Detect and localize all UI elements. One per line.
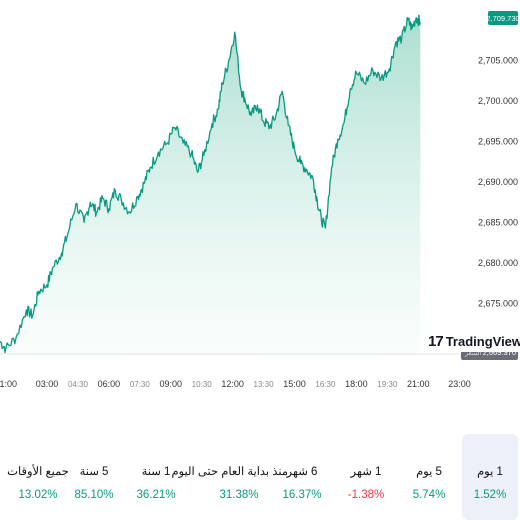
price-chart[interactable]: 2,675.000 2,680.000 2,685.000 2,690.000 2,69… — [0, 0, 520, 390]
price-axis-label: 2,675.000 — [478, 298, 518, 308]
tradingview-logo[interactable]: 17 TradingView — [428, 330, 520, 352]
price-line — [0, 14, 421, 354]
price-axis-label: 2,705.000 — [478, 56, 518, 66]
time-axis-label: 16:30 — [315, 380, 336, 389]
price-axis-label: 2,690.000 — [478, 177, 518, 187]
last-price-value: 2,709.730 — [486, 14, 519, 23]
price-axis-label: 2,700.000 — [478, 96, 518, 106]
period-change: 85.10% — [74, 489, 114, 501]
period-label: 1 يوم — [477, 466, 503, 478]
time-axis-label: 12:00 — [221, 379, 244, 389]
time-axis-label: 06:00 — [98, 379, 121, 389]
price-axis-label: 2,685.000 — [478, 217, 518, 227]
price-axis-label: 2,695.000 — [478, 137, 518, 147]
period-change: 36.21% — [136, 489, 176, 501]
period-label: جميع الأوقات — [7, 466, 69, 478]
period-6-month[interactable]: 6 شهر 16.37% — [276, 434, 328, 520]
time-axis-label: 01:00 — [0, 379, 17, 389]
price-axis-label: 2,680.000 — [478, 258, 518, 268]
time-axis-label: 15:00 — [283, 379, 306, 389]
period-all-time[interactable]: جميع الأوقات 13.02% — [6, 434, 70, 520]
period-ytd[interactable]: منذ بداية العام حتى اليوم 31.38% — [171, 434, 288, 520]
time-axis-label: 03:00 — [36, 379, 59, 389]
period-label: 5 يوم — [416, 466, 442, 478]
time-axis-label: 21:00 — [407, 379, 430, 389]
time-axis-label: 23:00 — [448, 379, 471, 389]
period-1-day[interactable]: 1 يوم 1.52% — [462, 434, 518, 520]
time-axis-label: 09:00 — [160, 379, 183, 389]
period-label: 5 سنة — [79, 466, 109, 478]
price-axis[interactable]: 2,675.000 2,680.000 2,685.000 2,690.000 2,69… — [478, 56, 518, 309]
time-axis-label: 07:30 — [130, 380, 151, 389]
time-axis-label: 04:30 — [68, 380, 89, 389]
tradingview-logo-text: TradingView — [445, 333, 520, 349]
price-area — [0, 15, 421, 356]
time-axis-label: 13:30 — [254, 380, 275, 389]
time-axis-label: 18:00 — [345, 379, 368, 389]
last-price-badge-bg — [488, 11, 518, 25]
period-label: 1 شهر — [350, 466, 382, 478]
time-axis-label: 10:30 — [192, 380, 213, 389]
period-change: 13.02% — [18, 489, 58, 501]
time-axis-label: 19:30 — [377, 380, 398, 389]
tradingview-logo-mark: 17 — [428, 332, 444, 350]
time-axis[interactable]: 01:00 03:00 04:30 06:00 07:30 09:00 10:30 12:00… — [0, 379, 471, 389]
period-5-day[interactable]: 5 يوم 5.74% — [403, 434, 455, 520]
period-change: 16.37% — [282, 489, 322, 501]
period-5-year[interactable]: 5 سنة 85.10% — [68, 434, 120, 520]
period-change: -1.38% — [347, 489, 385, 501]
last-price-badge: 2,709.730 — [486, 11, 520, 25]
period-change: 31.38% — [219, 489, 259, 501]
open-price-value: 2,669.370 — [483, 348, 516, 357]
period-label: منذ بداية العام حتى اليوم — [171, 466, 288, 478]
period-change: 1.52% — [473, 489, 507, 501]
period-change: 5.74% — [412, 489, 446, 501]
performance-periods: 1 يوم 1.52% 5 يوم 5.74% 1 شهر -1.38% 6 ش… — [0, 434, 520, 520]
period-label: 1 سنة — [141, 466, 171, 478]
period-1-month[interactable]: 1 شهر -1.38% — [340, 434, 392, 520]
period-label: 6 شهر — [286, 466, 318, 478]
period-1-year[interactable]: 1 سنة 36.21% — [130, 434, 182, 520]
open-price-caption: السعر — [464, 349, 482, 357]
